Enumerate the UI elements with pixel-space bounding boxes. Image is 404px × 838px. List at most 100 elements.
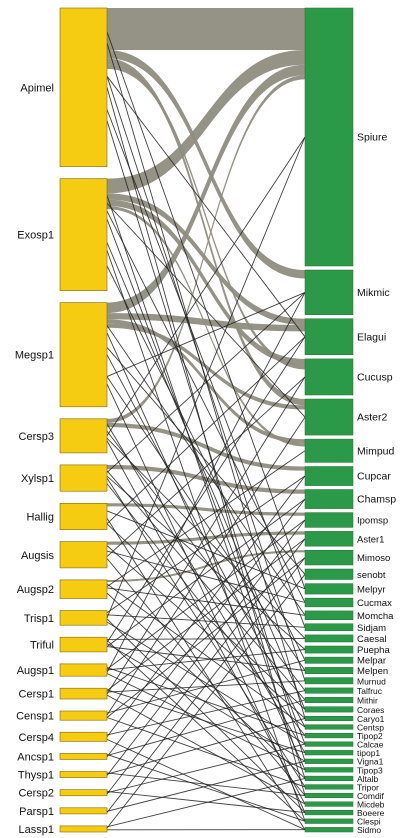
right-node-label: Tipop3 [357, 765, 383, 775]
thin-link [106, 440, 306, 805]
thin-link [106, 136, 306, 619]
left-node-bar [59, 579, 108, 599]
thin-link [106, 643, 306, 762]
right-node-label: Mikmic [357, 287, 390, 299]
left-node-label: Trisp1 [24, 613, 54, 625]
thin-link [106, 519, 306, 670]
right-node-bar [304, 750, 354, 756]
thin-link [106, 618, 306, 813]
thin-link [106, 557, 306, 718]
right-node-label: Centsp [357, 723, 384, 733]
thin-link [106, 430, 306, 691]
right-node-label: Sidjam [357, 623, 386, 634]
left-node-bar [59, 541, 108, 569]
right-node-label: senobt [357, 570, 386, 581]
right-node-label: Talfruc [357, 686, 383, 696]
wide-link [107, 8, 305, 50]
thin-link [106, 621, 306, 745]
thin-link [106, 376, 306, 557]
right-node-bar [304, 697, 354, 703]
left-node-bar [59, 178, 108, 291]
right-node-bar [304, 358, 354, 396]
right-node-bar [304, 741, 354, 747]
right-node-label: Melpar [357, 656, 386, 667]
right-node-label: Murnud [357, 676, 386, 686]
right-node-bar [304, 656, 354, 664]
right-node-column: Spiure Mikmic Elagui Cucusp Aster2 Mimpud Cupc… [304, 7, 396, 835]
right-node-label: Boeere [357, 808, 385, 818]
left-node-bar [59, 687, 108, 700]
thin-link [106, 291, 306, 378]
wide-link [107, 193, 305, 326]
right-node-bar [304, 512, 354, 528]
left-node-label: Cersp2 [19, 788, 54, 800]
right-node-bar [304, 767, 354, 773]
left-node-label: Apimel [20, 82, 54, 94]
right-node-label: tipop1 [357, 748, 380, 758]
right-node-bar [304, 758, 354, 764]
thin-link [106, 109, 306, 628]
thin-link [106, 557, 306, 813]
thin-link [106, 523, 306, 710]
wide-link [107, 422, 305, 471]
thin-link [106, 42, 306, 719]
thin-link [106, 790, 306, 814]
thin-link [106, 325, 306, 616]
thin-link [106, 292, 306, 473]
right-node-label: Tripor [357, 782, 379, 792]
wide-link [107, 50, 305, 279]
thin-link [106, 519, 306, 776]
left-node-label: Hallig [26, 511, 54, 523]
thin-link [106, 777, 306, 828]
left-node-bar [59, 302, 108, 408]
thin-link [106, 87, 306, 796]
thin-link [106, 292, 306, 673]
right-node-label: Aster1 [357, 534, 384, 545]
thin-link [106, 649, 306, 671]
thin-link [106, 583, 306, 728]
right-node-label: Spiure [357, 132, 388, 144]
thin-link [106, 483, 306, 736]
right-node-bar [304, 634, 354, 643]
thin-link [106, 538, 306, 795]
left-node-bar [59, 418, 108, 454]
right-node-bar [304, 7, 354, 267]
left-node-label: Ancsp1 [17, 752, 54, 764]
thin-links-layer [106, 31, 306, 831]
thin-link [106, 75, 306, 338]
right-node-bar [304, 568, 354, 580]
thin-link [106, 689, 306, 754]
wide-link [107, 464, 305, 494]
right-node-label: Cucusp [357, 371, 393, 383]
right-node-label: Mimoso [357, 553, 390, 564]
right-node-bar [304, 610, 354, 620]
thin-link [106, 646, 306, 671]
thin-link [106, 637, 306, 640]
wide-links-layer [107, 8, 305, 583]
thin-link [106, 614, 306, 628]
left-node-label: Thysp1 [18, 770, 54, 782]
thin-link [106, 760, 306, 812]
right-node-bar [304, 784, 354, 790]
thin-link [106, 545, 306, 719]
right-node-label: Momcha [357, 611, 394, 622]
right-node-bar [304, 269, 354, 315]
left-node-label: Augsis [21, 550, 55, 562]
thin-link [106, 587, 306, 616]
right-node-label: Elagui [357, 331, 386, 343]
thin-link [106, 475, 306, 738]
left-node-bar [59, 710, 108, 721]
thin-link [106, 423, 306, 753]
thin-link [106, 498, 306, 758]
thin-link [106, 538, 306, 691]
thin-link [106, 354, 306, 728]
thin-link [106, 202, 306, 418]
left-node-bar [59, 636, 108, 653]
right-node-label: Micdeb [357, 800, 385, 810]
right-node-bar [304, 706, 354, 713]
right-node-label: Cupcar [357, 471, 391, 483]
right-node-label: Sidmo [357, 825, 381, 835]
left-node-column: Apimel Exosp1 Megsp1 Cersp3 Xylsp1 Hallig Augs… [15, 7, 108, 836]
